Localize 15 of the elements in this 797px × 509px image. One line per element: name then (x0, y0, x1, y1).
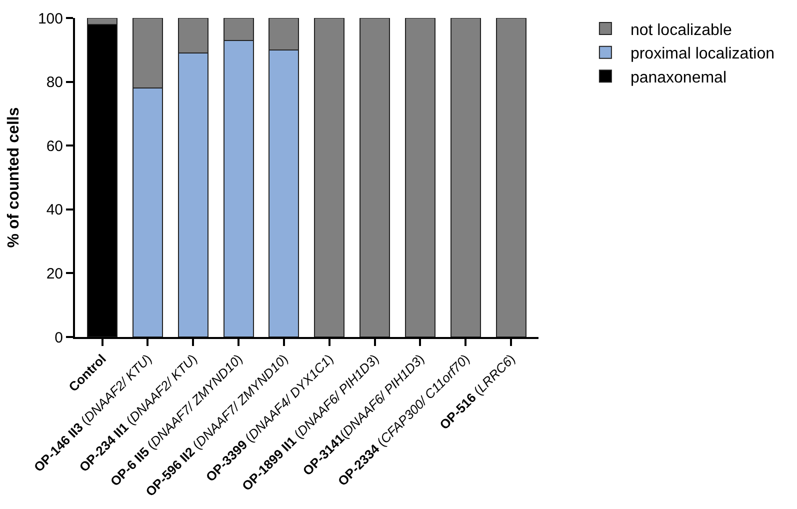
bar (314, 18, 345, 337)
y-axis-title: % of counted cells (5, 107, 22, 248)
y-tick-label: 20 (46, 265, 63, 282)
bar (496, 18, 526, 337)
y-tick-label: 40 (46, 202, 63, 219)
y-tick-label: 80 (46, 74, 63, 92)
y-tick-label: 100 (38, 10, 63, 28)
legend-label: not localizable (630, 22, 732, 39)
bar (360, 18, 390, 337)
legend-label: panaxonemal (630, 69, 727, 86)
y-tick-label: 60 (46, 138, 63, 155)
bar (404, 18, 436, 337)
bar (450, 18, 481, 337)
legend-label: proximal localization (630, 46, 775, 63)
y-tick-label: 0 (54, 329, 63, 346)
